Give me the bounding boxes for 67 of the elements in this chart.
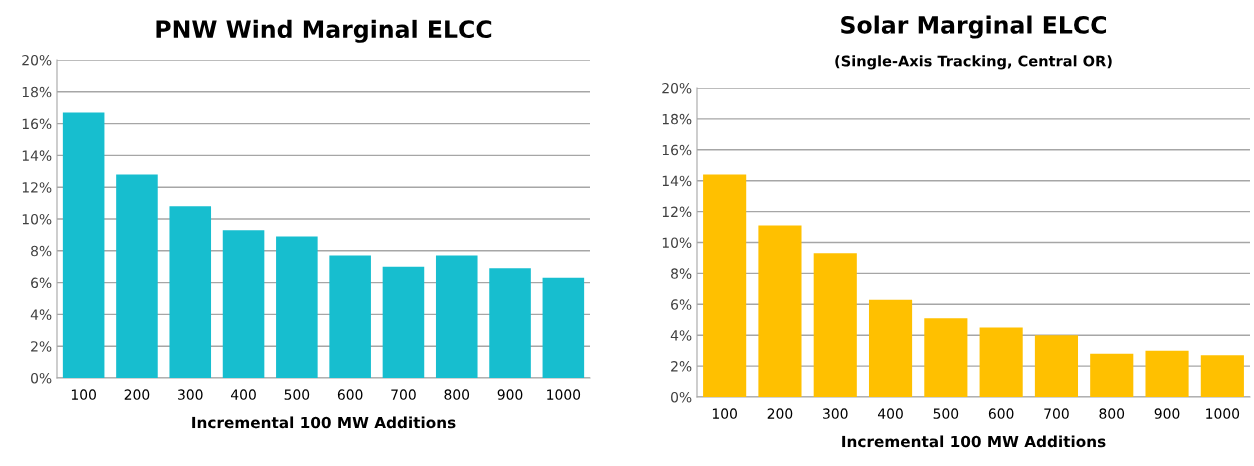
- x-tick-label: 100: [712, 408, 737, 419]
- y-tick-label: 0%: [31, 372, 52, 384]
- x-axis-title: Incremental 100 MW Additions: [842, 435, 1106, 448]
- bar: [62, 112, 105, 378]
- bar: [116, 174, 158, 378]
- x-tick-label: 300: [178, 389, 203, 400]
- x-tick-label: 200: [124, 389, 150, 400]
- bar: [382, 266, 425, 378]
- y-tick-label: 12%: [662, 206, 692, 218]
- y-tick-label: 10%: [662, 237, 692, 248]
- bar: [222, 230, 265, 378]
- bar: [758, 225, 802, 397]
- y-tick-label: 16%: [662, 144, 692, 156]
- bar: [1090, 353, 1134, 397]
- chart-subtitle: (Single-Axis Tracking, Central OR): [835, 55, 1112, 70]
- y-tick-label: 20%: [22, 54, 52, 66]
- y-tick-label: 12%: [22, 182, 52, 193]
- x-tick-label: 100: [71, 389, 96, 400]
- bar: [1145, 350, 1189, 397]
- y-tick-label: 4%: [30, 309, 52, 320]
- x-tick-label: 400: [230, 389, 256, 400]
- bar: [979, 327, 1023, 397]
- y-tick-label: 14%: [662, 175, 692, 187]
- x-tick-label: 1000: [547, 389, 581, 400]
- bar: [1200, 355, 1244, 397]
- y-tick-label: 6%: [671, 299, 692, 310]
- bar: [868, 299, 913, 397]
- y-tick-label: 6%: [31, 277, 52, 289]
- x-tick-label: 700: [1044, 408, 1069, 419]
- x-tick-label: 600: [337, 389, 363, 400]
- x-tick-label: 600: [988, 408, 1014, 419]
- bar: [924, 318, 968, 397]
- y-tick-label: 8%: [671, 268, 692, 279]
- x-tick-label: 900: [1154, 408, 1180, 419]
- bar: [1034, 335, 1079, 397]
- x-tick-label: 900: [497, 389, 523, 400]
- x-tick-label: 800: [1099, 408, 1125, 419]
- y-tick-label: 18%: [662, 113, 692, 125]
- y-tick-label: 2%: [31, 341, 52, 352]
- y-tick-label: 2%: [671, 361, 692, 372]
- bar: [329, 255, 371, 378]
- chart-title: Solar Marginal ELCC: [841, 15, 1107, 39]
- chart-title: PNW Wind Marginal ELCC: [156, 19, 492, 43]
- x-tick-label: 500: [284, 389, 310, 400]
- bar: [435, 255, 478, 378]
- y-tick-label: 4%: [670, 330, 692, 341]
- y-tick-label: 20%: [662, 82, 692, 94]
- bar: [276, 236, 318, 378]
- y-tick-label: 16%: [22, 118, 52, 130]
- bar: [813, 253, 857, 397]
- y-tick-label: 10%: [22, 213, 52, 225]
- bar: [703, 174, 747, 397]
- x-tick-label: 400: [877, 408, 903, 419]
- x-tick-label: 500: [933, 408, 959, 419]
- x-tick-label: 1000: [1206, 408, 1240, 419]
- bar: [542, 277, 585, 378]
- y-tick-label: 8%: [31, 245, 52, 257]
- x-axis-title: Incremental 100 MW Additions: [192, 416, 456, 429]
- bar: [489, 268, 531, 378]
- y-tick-label: 18%: [22, 86, 52, 98]
- x-tick-label: 800: [444, 389, 470, 400]
- x-tick-label: 700: [391, 389, 416, 400]
- y-tick-label: 0%: [671, 391, 692, 403]
- x-tick-label: 200: [767, 408, 793, 419]
- bar: [169, 206, 212, 378]
- y-tick-label: 14%: [22, 150, 52, 161]
- x-tick-label: 300: [823, 408, 848, 419]
